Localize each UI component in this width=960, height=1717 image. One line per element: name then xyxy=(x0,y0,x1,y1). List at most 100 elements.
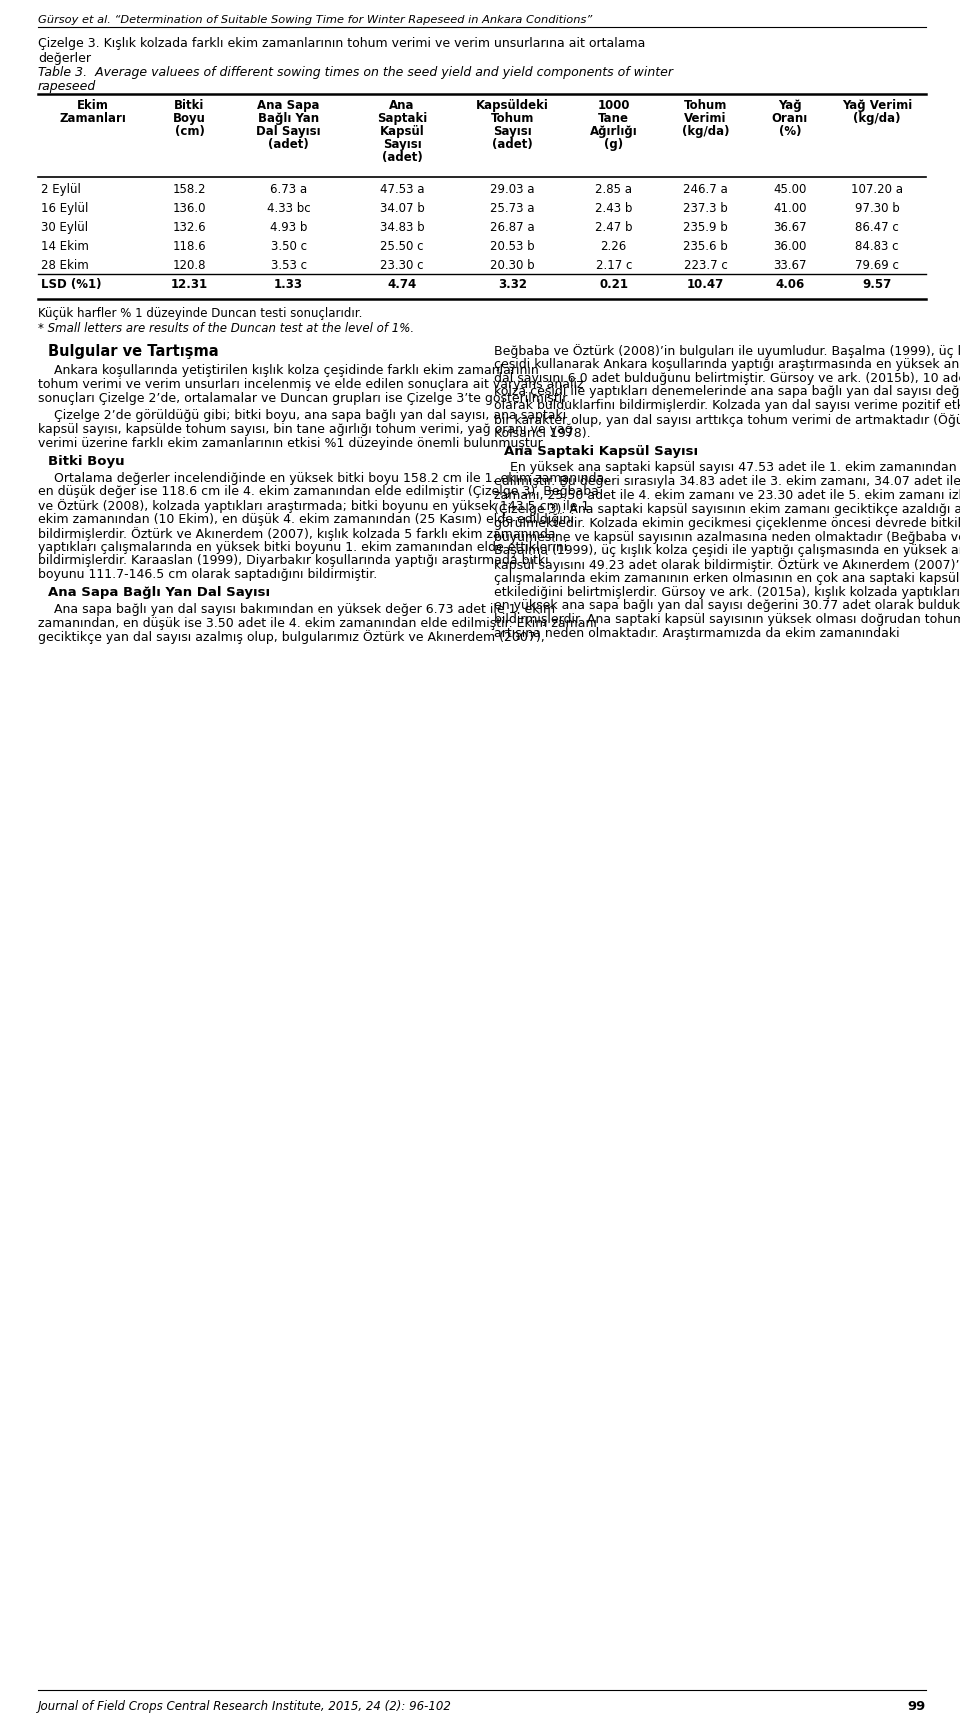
Text: artışına neden olmaktadır. Araştırmamızda da ekim zamanındaki: artışına neden olmaktadır. Araştırmamızd… xyxy=(494,627,900,640)
Text: 25.73 a: 25.73 a xyxy=(491,203,535,215)
Text: 158.2: 158.2 xyxy=(173,184,206,196)
Text: Tohum: Tohum xyxy=(684,100,727,112)
Text: 41.00: 41.00 xyxy=(773,203,806,215)
Text: Yağ Verimi: Yağ Verimi xyxy=(842,100,912,112)
Text: 2 Eylül: 2 Eylül xyxy=(41,184,81,196)
Text: kapsül sayısını 49.23 adet olarak bildirmiştir. Öztürk ve Akınerdem (2007)’in: kapsül sayısını 49.23 adet olarak bildir… xyxy=(494,558,960,572)
Text: Saptaki: Saptaki xyxy=(377,112,427,125)
Text: bildirmişlerdir. Öztürk ve Akınerdem (2007), kışlık kolzada 5 farklı ekim zamanı: bildirmişlerdir. Öztürk ve Akınerdem (20… xyxy=(38,527,556,541)
Text: 10.47: 10.47 xyxy=(686,278,724,290)
Text: 26.87 a: 26.87 a xyxy=(491,221,535,234)
Text: 6.73 a: 6.73 a xyxy=(270,184,307,196)
Text: 132.6: 132.6 xyxy=(173,221,206,234)
Text: En yüksek ana saptaki kapsül sayısı 47.53 adet ile 1. ekim zamanından (2 Eylül) : En yüksek ana saptaki kapsül sayısı 47.5… xyxy=(494,462,960,474)
Text: çalışmalarında ekim zamanının erken olmasının en çok ana saptaki kapsül sayısı ö: çalışmalarında ekim zamanının erken olma… xyxy=(494,572,960,585)
Text: dal sayısını 6.0 adet bulduğunu belirtmiştir. Gürsoy ve ark. (2015b), 10 adet kı: dal sayısını 6.0 adet bulduğunu belirtmi… xyxy=(494,371,960,385)
Text: 4.74: 4.74 xyxy=(388,278,417,290)
Text: Kolsarıcı 1978).: Kolsarıcı 1978). xyxy=(494,428,590,440)
Text: Sayısı: Sayısı xyxy=(383,137,421,151)
Text: 14 Ekim: 14 Ekim xyxy=(41,240,89,252)
Text: LSD (%1): LSD (%1) xyxy=(41,278,102,290)
Text: 1.33: 1.33 xyxy=(275,278,303,290)
Text: Boyu: Boyu xyxy=(173,112,205,125)
Text: Beğbaba ve Öztürk (2008)’in bulguları ile uyumludur. Başalma (1999), üç kışlık k: Beğbaba ve Öztürk (2008)’in bulguları il… xyxy=(494,343,960,357)
Text: değerler: değerler xyxy=(38,52,91,65)
Text: * Small letters are results of the Duncan test at the level of 1%.: * Small letters are results of the Dunca… xyxy=(38,323,414,335)
Text: kolza çeşidi ile yaptıkları denemelerinde ana sapa bağlı yan dal sayısı değerini: kolza çeşidi ile yaptıkları denemelerind… xyxy=(494,385,960,398)
Text: 118.6: 118.6 xyxy=(173,240,206,252)
Text: en düşük değer ise 118.6 cm ile 4. ekim zamanından elde edilmiştir (Çizelge 3). : en düşük değer ise 118.6 cm ile 4. ekim … xyxy=(38,486,599,498)
Text: ve Öztürk (2008), kolzada yaptıkları araştırmada; bitki boyunu en yüksek 143.5 c: ve Öztürk (2008), kolzada yaptıkları ara… xyxy=(38,500,593,513)
Text: 29.03 a: 29.03 a xyxy=(491,184,535,196)
Text: (adet): (adet) xyxy=(382,151,422,165)
Text: Bağlı Yan: Bağlı Yan xyxy=(258,112,319,125)
Text: Bitki Boyu: Bitki Boyu xyxy=(48,455,125,467)
Text: 33.67: 33.67 xyxy=(773,259,806,271)
Text: tohum verimi ve verim unsurları incelenmiş ve elde edilen sonuçlara ait varyans : tohum verimi ve verim unsurları incelenm… xyxy=(38,378,584,391)
Text: 25.50 c: 25.50 c xyxy=(380,240,423,252)
Text: Ekim: Ekim xyxy=(78,100,109,112)
Text: boyunu 111.7-146.5 cm olarak saptadığını bildirmiştir.: boyunu 111.7-146.5 cm olarak saptadığını… xyxy=(38,568,377,580)
Text: Dal Sayısı: Dal Sayısı xyxy=(256,125,321,137)
Text: zamanından, en düşük ise 3.50 adet ile 4. ekim zamanından elde edilmiştir. Ekim : zamanından, en düşük ise 3.50 adet ile 4… xyxy=(38,616,597,630)
Text: 120.8: 120.8 xyxy=(173,259,206,271)
Text: Kapsül: Kapsül xyxy=(380,125,424,137)
Text: büyümesine ve kapsül sayısının azalmasına neden olmaktadır (Beğbaba ve Öztürk 20: büyümesine ve kapsül sayısının azalmasın… xyxy=(494,531,960,544)
Text: rapeseed: rapeseed xyxy=(38,81,96,93)
Text: Kapsüldeki: Kapsüldeki xyxy=(476,100,549,112)
Text: 3.50 c: 3.50 c xyxy=(271,240,306,252)
Text: (g): (g) xyxy=(604,137,623,151)
Text: Başalma (1999), üç kışlık kolza çeşidi ile yaptığı çalışmasında en yüksek ana sa: Başalma (1999), üç kışlık kolza çeşidi i… xyxy=(494,544,960,558)
Text: 86.47 c: 86.47 c xyxy=(855,221,899,234)
Text: 12.31: 12.31 xyxy=(171,278,208,290)
Text: 235.9 b: 235.9 b xyxy=(684,221,728,234)
Text: 34.07 b: 34.07 b xyxy=(380,203,424,215)
Text: 2.85 a: 2.85 a xyxy=(595,184,633,196)
Text: 99: 99 xyxy=(908,1700,926,1714)
Text: 45.00: 45.00 xyxy=(773,184,806,196)
Text: 36.00: 36.00 xyxy=(773,240,806,252)
Text: 4.93 b: 4.93 b xyxy=(270,221,307,234)
Text: Verimi: Verimi xyxy=(684,112,727,125)
Text: 246.7 a: 246.7 a xyxy=(684,184,728,196)
Text: Zamanları: Zamanları xyxy=(60,112,127,125)
Text: verimi üzerine farklı ekim zamanlarının etkisi %1 düzeyinde önemli bulunmuştur.: verimi üzerine farklı ekim zamanlarının … xyxy=(38,438,545,450)
Text: Çizelge 2’de görüldüğü gibi; bitki boyu, ana sapa bağlı yan dal sayısı, ana sapt: Çizelge 2’de görüldüğü gibi; bitki boyu,… xyxy=(38,409,566,422)
Text: Ana Sapa: Ana Sapa xyxy=(257,100,320,112)
Text: Ağırlığı: Ağırlığı xyxy=(589,125,637,137)
Text: (kg/da): (kg/da) xyxy=(853,112,900,125)
Text: 16 Eylül: 16 Eylül xyxy=(41,203,88,215)
Text: Ankara koşullarında yetiştirilen kışlık kolza çeşidinde farklı ekim zamanlarının: Ankara koşullarında yetiştirilen kışlık … xyxy=(38,364,539,378)
Text: görülmektedir. Kolzada ekimin gecikmesi çiçeklenme öncesi devrede bitkilerin dah: görülmektedir. Kolzada ekimin gecikmesi … xyxy=(494,517,960,529)
Text: 79.69 c: 79.69 c xyxy=(855,259,900,271)
Text: Ana Sapa Bağlı Yan Dal Sayısı: Ana Sapa Bağlı Yan Dal Sayısı xyxy=(48,585,270,599)
Text: (%): (%) xyxy=(779,125,801,137)
Text: Çizelge 3. Kışlık kolzada farklı ekim zamanlarının tohum verimi ve verim unsurla: Çizelge 3. Kışlık kolzada farklı ekim za… xyxy=(38,38,645,50)
Text: 107.20 a: 107.20 a xyxy=(852,184,903,196)
Text: bildirmişlerdir. Ana saptaki kapsül sayısının yüksek olması doğrudan tohum verim: bildirmişlerdir. Ana saptaki kapsül sayı… xyxy=(494,613,960,627)
Text: 20.30 b: 20.30 b xyxy=(491,259,535,271)
Text: Table 3.  Average valuees of different sowing times on the seed yield and yield : Table 3. Average valuees of different so… xyxy=(38,65,673,79)
Text: Tohum: Tohum xyxy=(491,112,535,125)
Text: 36.67: 36.67 xyxy=(773,221,806,234)
Text: ekim zamanından (10 Ekim), en düşük 4. ekim zamanından (25 Kasım) elde edildiğin: ekim zamanından (10 Ekim), en düşük 4. e… xyxy=(38,513,574,525)
Text: 20.53 b: 20.53 b xyxy=(491,240,535,252)
Text: 136.0: 136.0 xyxy=(173,203,206,215)
Text: etkilediğini belirtmişlerdir. Gürsoy ve ark. (2015a), kışlık kolzada yaptıkları : etkilediğini belirtmişlerdir. Gürsoy ve … xyxy=(494,585,960,599)
Text: Yağ: Yağ xyxy=(778,100,802,112)
Text: 3.32: 3.32 xyxy=(498,278,527,290)
Text: Journal of Field Crops Central Research Institute, 2015, 24 (2): 96-102: Journal of Field Crops Central Research … xyxy=(38,1700,452,1714)
Text: 97.30 b: 97.30 b xyxy=(854,203,900,215)
Text: sonuçları Çizelge 2’de, ortalamalar ve Duncan grupları ise Çizelge 3’te gösteril: sonuçları Çizelge 2’de, ortalamalar ve D… xyxy=(38,391,570,405)
Text: Sayısı: Sayısı xyxy=(493,125,532,137)
Text: Tane: Tane xyxy=(598,112,629,125)
Text: 30 Eylül: 30 Eylül xyxy=(41,221,88,234)
Text: 47.53 a: 47.53 a xyxy=(380,184,424,196)
Text: 3.53 c: 3.53 c xyxy=(271,259,306,271)
Text: (cm): (cm) xyxy=(175,125,204,137)
Text: Gürsoy et al. “Determination of Suitable Sowing Time for Winter Rapeseed in Anka: Gürsoy et al. “Determination of Suitable… xyxy=(38,15,592,26)
Text: 84.83 c: 84.83 c xyxy=(855,240,899,252)
Text: 9.57: 9.57 xyxy=(862,278,892,290)
Text: 28 Ekim: 28 Ekim xyxy=(41,259,88,271)
Text: 34.83 b: 34.83 b xyxy=(380,221,424,234)
